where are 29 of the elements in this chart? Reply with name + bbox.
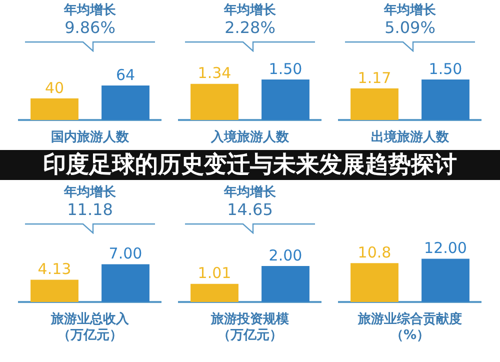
data-label: 1.01 (198, 264, 232, 282)
text: 9.86% (64, 18, 116, 37)
data-label: 10.8 (358, 244, 392, 262)
x-axis-title: 旅游业综合贡献度（%） (356, 312, 463, 344)
data-label: 12.00 (424, 239, 467, 258)
data-label: 4.13 (38, 260, 72, 278)
data-label: 7.00 (108, 244, 142, 263)
text: 年均增长 (222, 2, 277, 19)
text: 11.18 (66, 200, 114, 219)
x-axis-title: 国内旅游人数 (50, 130, 130, 146)
text: 14.65 (226, 200, 274, 219)
text: 5.09% (384, 18, 436, 37)
text: 印度足球的历史变迁与未来发展趋势探讨 (0, 150, 500, 180)
data-label: 40 (44, 78, 64, 97)
data-label: 1.50 (268, 60, 302, 78)
data-label: 1.50 (428, 60, 462, 78)
text: 年均增长 (62, 184, 117, 201)
text: 年均增长 (382, 2, 437, 19)
data-label: 2.00 (268, 246, 302, 264)
x-axis-title: 旅游投资规模（万亿元） (210, 312, 290, 344)
data-label: 64 (116, 66, 136, 84)
data-label: 1.17 (358, 68, 392, 87)
text: 年均增长 (62, 2, 117, 19)
text: 2.28% (224, 18, 276, 37)
x-axis-title: 出境旅游人数 (370, 130, 450, 146)
x-axis-title: 入境旅游人数 (210, 130, 290, 146)
x-axis-title: 旅游业总收入（万亿元） (50, 312, 130, 344)
text: 年均增长 (222, 184, 277, 201)
data-label: 1.34 (198, 64, 232, 82)
